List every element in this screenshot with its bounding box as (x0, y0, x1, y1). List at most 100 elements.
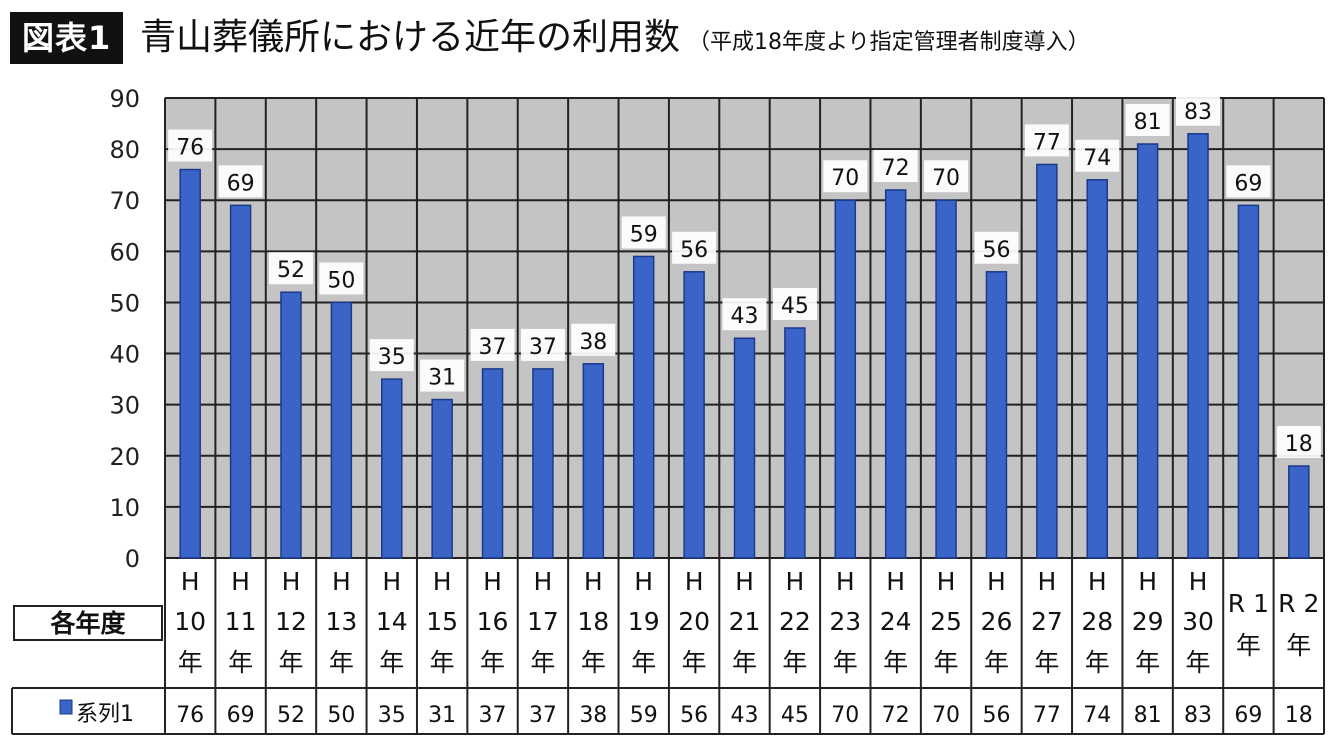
data-label: 77 (1033, 130, 1061, 155)
data-label: 56 (982, 238, 1010, 263)
legend-swatch (59, 699, 73, 715)
category-label: H (987, 567, 1006, 596)
category-label: 年 (1236, 631, 1261, 660)
data-label: 37 (479, 335, 507, 360)
bar (582, 363, 605, 559)
category-label: 年 (530, 648, 555, 677)
category-label: 11 (225, 607, 257, 636)
table-value: 45 (781, 703, 809, 728)
data-label: 45 (781, 294, 809, 319)
data-label-box (1024, 124, 1069, 157)
data-label: 50 (327, 268, 355, 293)
category-label: H (483, 567, 502, 596)
data-label: 56 (680, 238, 708, 263)
category-label: 年 (329, 648, 354, 677)
table-value: 70 (831, 703, 859, 728)
data-label: 37 (529, 335, 557, 360)
bar (381, 378, 403, 559)
category-label: 22 (779, 607, 811, 636)
category-label: 28 (1081, 607, 1113, 636)
table-value: 37 (479, 703, 507, 728)
category-label: 19 (628, 607, 660, 636)
data-label: 43 (731, 304, 759, 329)
category-label: 18 (577, 607, 609, 636)
bar (179, 168, 201, 559)
table-value: 83 (1184, 703, 1212, 728)
category-label: H (886, 567, 905, 596)
category-label: 年 (682, 648, 707, 677)
data-label-box (168, 129, 213, 162)
bar (431, 398, 453, 559)
category-label: 16 (477, 607, 509, 636)
bar (935, 199, 957, 559)
table-value: 81 (1134, 703, 1162, 728)
category-label: H (685, 567, 704, 596)
bar (1237, 204, 1260, 559)
category-label: H (785, 567, 804, 596)
data-label: 81 (1134, 110, 1162, 135)
bar (784, 327, 806, 559)
table-value: 52 (277, 703, 305, 728)
table-header-box (13, 605, 163, 641)
category-label: 12 (275, 607, 307, 636)
category-label: R 1 (1228, 589, 1269, 618)
y-tick-label: 80 (109, 136, 140, 164)
table-value: 50 (327, 703, 355, 728)
data-label-box (1226, 165, 1271, 198)
category-label: H (735, 567, 754, 596)
data-label: 35 (378, 345, 406, 370)
table-value: 70 (932, 703, 960, 728)
category-label: H (836, 567, 855, 596)
category-label: H (433, 567, 452, 596)
category-label: H (332, 567, 351, 596)
category-label: 13 (325, 607, 357, 636)
data-label: 69 (1234, 171, 1262, 196)
data-label: 59 (630, 222, 658, 247)
category-label: 23 (829, 607, 861, 636)
table-value: 59 (630, 703, 658, 728)
legend-label: 系列1 (76, 702, 134, 727)
category-label: H (282, 567, 301, 596)
category-label: 24 (880, 607, 912, 636)
table-value: 77 (1033, 703, 1061, 728)
data-label-box (420, 359, 465, 392)
data-label-box (1125, 104, 1170, 136)
category-label: 年 (1286, 631, 1311, 660)
bar (1288, 465, 1310, 559)
y-tick-label: 0 (125, 545, 140, 573)
bar (481, 368, 504, 559)
table-value: 69 (1234, 703, 1262, 728)
table-value: 56 (982, 703, 1010, 728)
category-label: 年 (1186, 648, 1211, 677)
data-label: 70 (831, 166, 859, 191)
category-label: H (634, 567, 653, 596)
category-label: 29 (1132, 607, 1164, 636)
table-value: 76 (176, 703, 204, 728)
y-tick-label: 40 (109, 341, 140, 369)
data-label: 74 (1083, 146, 1111, 171)
header: 図表1 青山葬儀所における近年の利用数 （平成18年度より指定管理者制度導入） (0, 0, 1340, 80)
table-value: 18 (1285, 703, 1313, 728)
category-label: 26 (981, 607, 1013, 636)
category-label: 年 (1085, 648, 1110, 677)
data-label: 52 (277, 258, 305, 283)
category-label: H (181, 567, 200, 596)
bar (733, 337, 756, 559)
category-label: 年 (1135, 648, 1160, 677)
category-label: H (1037, 567, 1056, 596)
bar (1036, 163, 1058, 559)
category-label: H (382, 567, 401, 596)
data-label-box (470, 328, 515, 361)
table-value: 56 (680, 703, 708, 728)
data-label: 76 (176, 136, 204, 161)
data-label: 18 (1285, 432, 1313, 457)
category-label: 年 (480, 648, 505, 677)
table-value: 31 (428, 703, 456, 728)
bar (632, 255, 655, 559)
category-label: H (231, 567, 250, 596)
category-label: 年 (934, 648, 959, 677)
bar (985, 271, 1008, 559)
category-label: 年 (1034, 648, 1059, 677)
bar (1086, 179, 1108, 559)
data-label-box (319, 262, 364, 295)
